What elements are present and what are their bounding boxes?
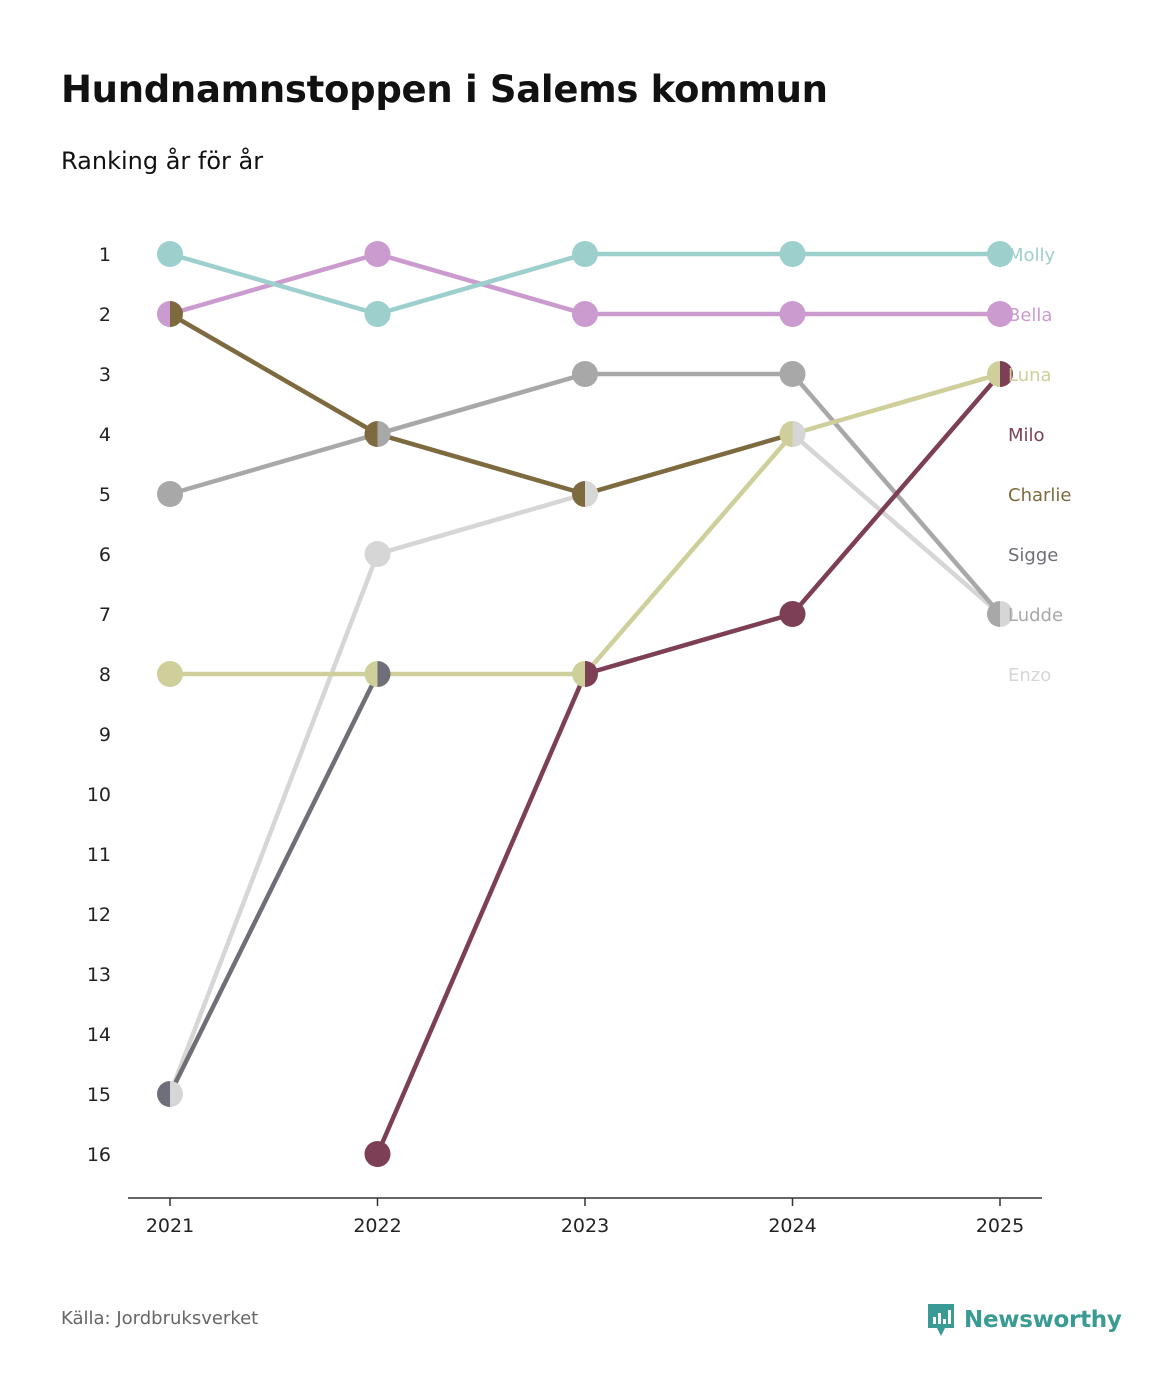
series-label-enzo: Enzo bbox=[1008, 665, 1051, 686]
point-sigge-2022 bbox=[377, 661, 391, 687]
series-label-ludde: Ludde bbox=[1008, 605, 1063, 626]
y-tick-label-7: 7 bbox=[99, 604, 111, 626]
point-enzo-2025 bbox=[1000, 601, 1013, 627]
y-tick-label-3: 3 bbox=[99, 364, 111, 386]
series-label-milo: Milo bbox=[1008, 425, 1045, 446]
point-ludde-2023 bbox=[572, 361, 598, 387]
point-ludde-2024 bbox=[779, 361, 806, 387]
point-molly-2023 bbox=[572, 241, 598, 267]
point-molly-2024 bbox=[779, 241, 806, 267]
y-tick-label-1: 1 bbox=[99, 244, 111, 266]
series-label-charlie: Charlie bbox=[1008, 485, 1071, 506]
point-milo-2025 bbox=[1000, 361, 1013, 387]
y-tick-label-4: 4 bbox=[99, 424, 111, 446]
point-bella-2022 bbox=[364, 241, 391, 267]
point-enzo-2024 bbox=[792, 421, 806, 447]
point-bella-2024 bbox=[779, 301, 806, 327]
point-molly-2025 bbox=[987, 241, 1013, 267]
y-tick-label-12: 12 bbox=[87, 904, 111, 926]
point-enzo-2021 bbox=[170, 1081, 183, 1107]
point-luna-2023 bbox=[572, 661, 585, 687]
point-luna-2025 bbox=[987, 361, 1000, 387]
series-line-enzo bbox=[167, 431, 1003, 1097]
y-tick-label-8: 8 bbox=[99, 664, 111, 686]
y-tick-label-13: 13 bbox=[87, 964, 111, 986]
point-ludde-2025 bbox=[987, 601, 1000, 627]
point-ludde-2021 bbox=[157, 481, 183, 507]
point-luna-2022 bbox=[364, 661, 378, 687]
point-bella-2021 bbox=[157, 301, 170, 327]
x-tick-label-2025: 2025 bbox=[976, 1215, 1024, 1237]
y-tick-label-2: 2 bbox=[99, 304, 111, 326]
series-lines bbox=[167, 251, 1003, 1157]
series-points bbox=[157, 241, 1013, 1167]
brand-logo[interactable]: Newsworthy bbox=[926, 1302, 1122, 1338]
point-enzo-2023 bbox=[585, 481, 598, 507]
y-tick-label-14: 14 bbox=[87, 1024, 111, 1046]
series-line-charlie bbox=[167, 311, 795, 497]
point-charlie-2021 bbox=[170, 301, 183, 327]
point-bella-2023 bbox=[572, 301, 598, 327]
x-tick-label-2024: 2024 bbox=[768, 1215, 816, 1237]
newsworthy-logo-icon bbox=[928, 1304, 954, 1336]
series-label-bella: Bella bbox=[1008, 305, 1052, 326]
point-milo-2022 bbox=[364, 1141, 391, 1167]
point-sigge-2021 bbox=[157, 1081, 170, 1107]
point-charlie-2022 bbox=[364, 421, 378, 447]
y-tick-label-16: 16 bbox=[87, 1144, 111, 1166]
chart-subtitle: Ranking år för år bbox=[61, 147, 264, 175]
point-ludde-2022 bbox=[377, 421, 391, 447]
point-molly-2022 bbox=[364, 301, 391, 327]
brand-name: Newsworthy bbox=[964, 1307, 1122, 1333]
series-line-luna bbox=[167, 371, 1003, 677]
x-axis: 2021 2022 2023 2024 2025 bbox=[128, 1197, 1042, 1237]
point-enzo-2022 bbox=[364, 541, 391, 567]
series-line-sigge bbox=[167, 671, 380, 1097]
y-tick-label-15: 15 bbox=[87, 1084, 111, 1106]
point-molly-2021 bbox=[157, 241, 183, 267]
y-tick-label-5: 5 bbox=[99, 484, 111, 506]
y-tick-label-10: 10 bbox=[87, 784, 111, 806]
point-luna-2024 bbox=[779, 421, 793, 447]
x-tick-label-2022: 2022 bbox=[353, 1215, 401, 1237]
point-charlie-2023 bbox=[572, 481, 585, 507]
y-tick-label-11: 11 bbox=[87, 844, 111, 866]
x-tick-label-2023: 2023 bbox=[561, 1215, 609, 1237]
x-tick-label-2021: 2021 bbox=[146, 1215, 194, 1237]
point-luna-2021 bbox=[157, 661, 183, 687]
series-end-labels: Molly Bella Luna Milo Charlie Sigge Ludde Enzo bbox=[1008, 245, 1071, 686]
point-milo-2023 bbox=[585, 661, 598, 687]
chart-title: Hundnamnstoppen i Salems kommun bbox=[61, 68, 828, 111]
source-note: Källa: Jordbruksverket bbox=[61, 1308, 259, 1329]
series-label-luna: Luna bbox=[1008, 365, 1052, 386]
y-tick-label-6: 6 bbox=[99, 544, 111, 566]
series-label-sigge: Sigge bbox=[1008, 545, 1058, 566]
point-bella-2025 bbox=[987, 301, 1013, 327]
series-label-molly: Molly bbox=[1008, 245, 1056, 266]
point-milo-2024 bbox=[779, 601, 806, 627]
series-line-milo bbox=[375, 371, 1003, 1157]
y-tick-label-9: 9 bbox=[99, 724, 111, 746]
